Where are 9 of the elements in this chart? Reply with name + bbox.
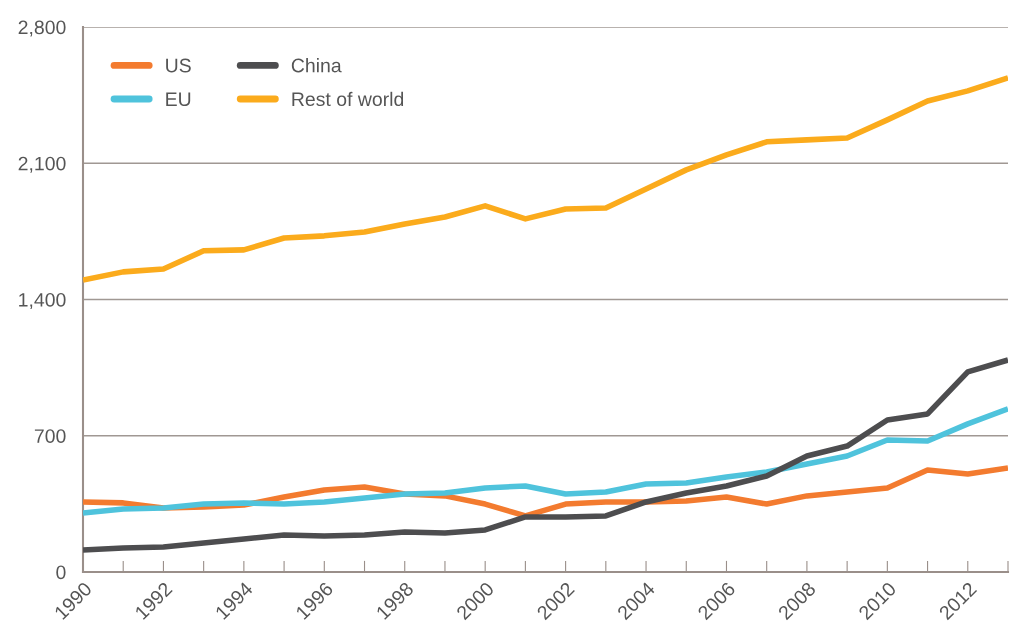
- legend-label: Rest of world: [292, 91, 404, 107]
- y-tick-label: 2,800: [18, 20, 66, 37]
- y-tick-label: 700: [34, 429, 66, 443]
- y-tick-label: 2,100: [18, 156, 66, 173]
- legend-label: China: [291, 58, 342, 73]
- legend-label: US: [166, 58, 191, 73]
- y-tick-label: 0: [56, 565, 66, 580]
- legend-label: EU: [166, 92, 191, 107]
- y-tick-label: 1,400: [19, 292, 66, 310]
